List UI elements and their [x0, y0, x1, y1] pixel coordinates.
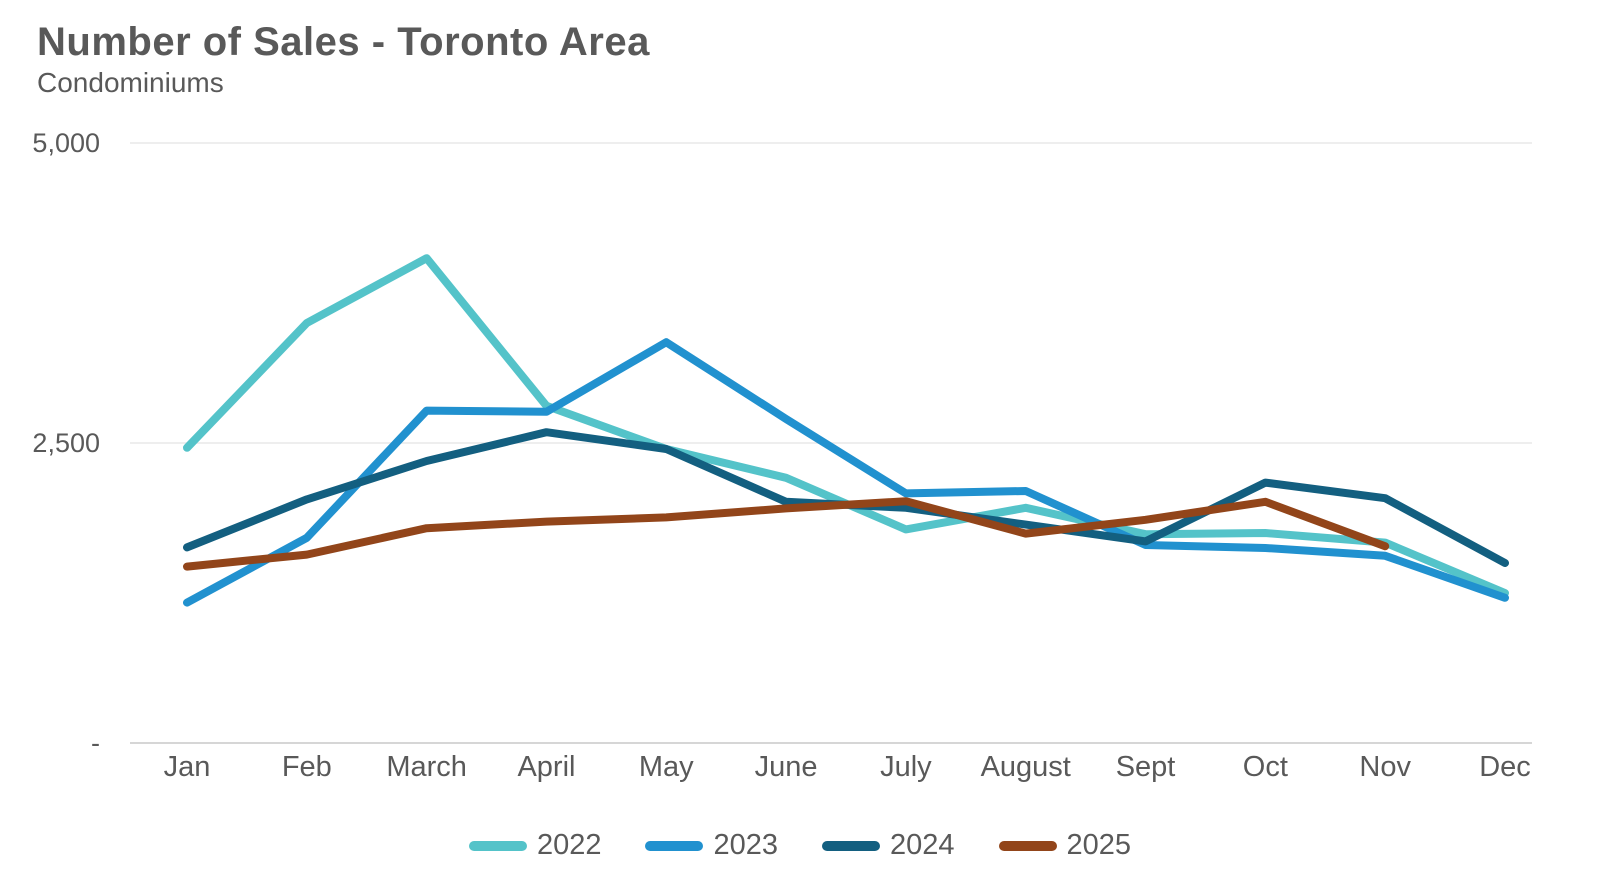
legend-item-2022: 2022: [468, 829, 602, 861]
legend-item-2025: 2025: [998, 829, 1132, 861]
chart-title: Number of Sales - Toronto Area: [37, 20, 650, 64]
legend-label-2025: 2025: [1066, 829, 1132, 861]
legend-label-2024: 2024: [890, 829, 955, 861]
chart-subtitle: Condominiums: [37, 67, 224, 98]
x-tick-label-july: July: [880, 751, 932, 783]
legend-item-2024: 2024: [822, 831, 955, 860]
y-tick-label-5000: 5,000: [32, 128, 100, 158]
x-tick-label-dec: Dec: [1479, 751, 1531, 783]
legend-swatch-2023: [645, 840, 704, 851]
x-tick-label-may: May: [639, 751, 694, 783]
y-tick-label-2500: 2,500: [32, 428, 100, 458]
y-tick-label-0: -: [91, 728, 100, 758]
x-tick-label-june: June: [755, 751, 818, 783]
legend-item-2023: 2023: [645, 831, 778, 860]
line-chart: - 2,500 5,000 Jan Feb March April May June July Au…: [32, 128, 1532, 783]
legend-label-2022: 2022: [536, 829, 602, 861]
chart-header: Number of Sales - Toronto Area Condomini…: [37, 20, 650, 99]
x-tick-label-oct: Oct: [1243, 751, 1288, 783]
legend-label-2023: 2023: [713, 829, 778, 861]
x-tick-label-sept: Sept: [1116, 751, 1176, 783]
chart-legend: 2022 2023 2024 2025: [0, 831, 1600, 860]
x-tick-label-august: August: [981, 751, 1071, 783]
x-tick-label-march: March: [386, 751, 467, 783]
series-line-2025: [183, 497, 1390, 571]
x-tick-label-jan: Jan: [164, 751, 211, 783]
x-tick-label-feb: Feb: [282, 751, 332, 783]
x-tick-label-nov: Nov: [1359, 751, 1411, 783]
legend-swatch-2025: [998, 840, 1057, 851]
legend-swatch-2022: [468, 840, 527, 851]
series-line-2023: [183, 338, 1509, 607]
series-line-2022: [183, 254, 1509, 597]
x-tick-label-april: April: [517, 751, 575, 783]
legend-swatch-2024: [822, 840, 880, 851]
